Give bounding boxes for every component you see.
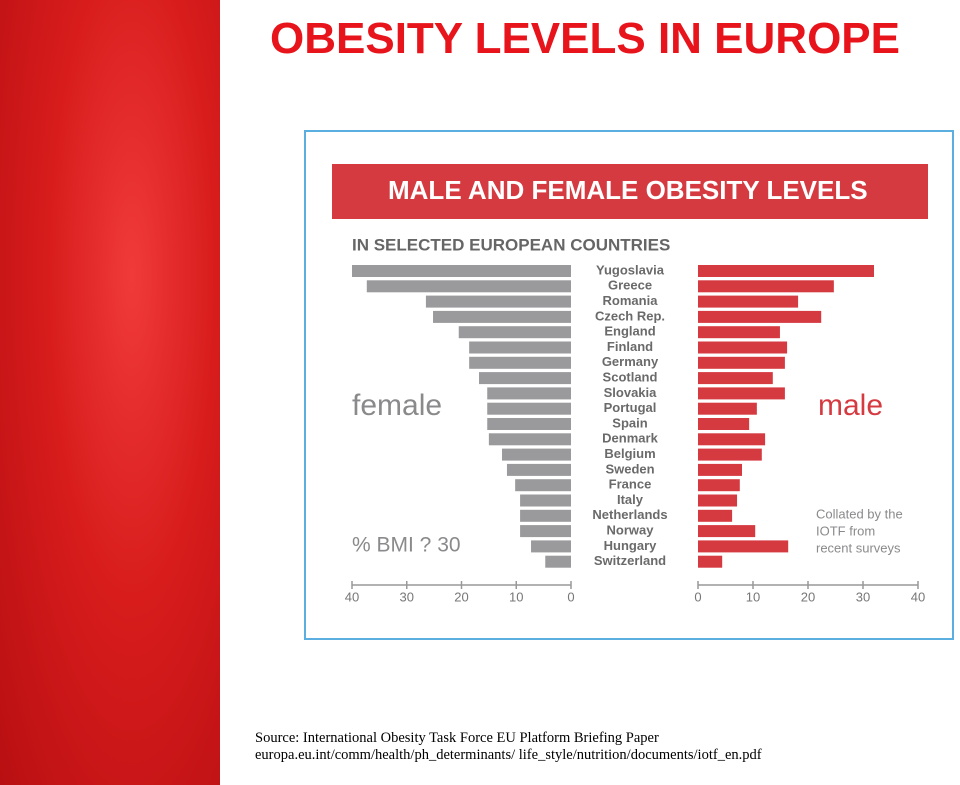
annotation: Collated by the xyxy=(816,506,903,521)
bar xyxy=(506,463,571,476)
bar xyxy=(698,494,738,507)
bar xyxy=(487,418,571,430)
x-tick-label: 20 xyxy=(801,589,815,604)
bar xyxy=(698,509,733,522)
bar xyxy=(698,479,740,492)
category-label: Czech Rep. xyxy=(595,308,665,323)
category-label: Netherlands xyxy=(592,507,667,522)
annotation: recent surveys xyxy=(816,540,901,555)
category-label: Portugal xyxy=(604,400,657,415)
bar xyxy=(433,310,571,323)
category-label: Finland xyxy=(607,339,653,354)
bar xyxy=(352,265,571,277)
bar xyxy=(698,280,834,293)
category-label: Spain xyxy=(612,415,647,430)
bar xyxy=(545,555,571,568)
x-tick-label: 10 xyxy=(509,589,523,604)
category-label: Norway xyxy=(607,523,655,538)
bar xyxy=(531,540,571,553)
x-tick-label: 30 xyxy=(400,589,414,604)
source-line: europa.eu.int/comm/health/ph_determinant… xyxy=(255,747,762,763)
category-label: France xyxy=(609,477,652,492)
bar xyxy=(698,402,757,415)
bar xyxy=(698,540,789,553)
category-label: Slovakia xyxy=(604,385,658,400)
category-label: Denmark xyxy=(602,431,658,446)
x-tick-label: 30 xyxy=(856,589,870,604)
bar xyxy=(487,402,571,415)
category-label: Italy xyxy=(617,492,644,507)
category-label: Belgium xyxy=(604,446,655,461)
bar xyxy=(458,326,571,339)
category-label: Greece xyxy=(608,278,652,293)
x-tick-label: 0 xyxy=(694,589,701,604)
category-label: England xyxy=(604,324,655,339)
bar xyxy=(698,341,788,354)
category-label: Hungary xyxy=(604,538,658,553)
bar xyxy=(698,448,762,461)
bar xyxy=(698,295,799,308)
category-label: Yugoslavia xyxy=(596,262,665,277)
bar xyxy=(698,387,785,400)
source-line: Source: International Obesity Task Force… xyxy=(255,730,659,746)
decorative-strip xyxy=(0,0,220,785)
bar xyxy=(698,433,766,446)
bar xyxy=(698,555,723,568)
bar xyxy=(520,494,571,507)
chart-subtitle: IN SELECTED EUROPEAN COUNTRIES xyxy=(352,235,670,254)
x-tick-label: 0 xyxy=(567,589,574,604)
bar xyxy=(698,418,750,430)
bar xyxy=(479,372,571,385)
slide-title: OBESITY LEVELS IN EUROPE xyxy=(270,14,900,63)
bar xyxy=(698,372,773,385)
bar xyxy=(469,341,571,354)
x-tick-label: 10 xyxy=(746,589,760,604)
bar xyxy=(425,295,571,308)
category-label: Scotland xyxy=(603,370,658,385)
x-tick-label: 20 xyxy=(454,589,468,604)
bar xyxy=(698,326,780,339)
source: Source: International Obesity Task Force… xyxy=(255,730,762,764)
bar xyxy=(520,509,571,522)
bar xyxy=(502,448,571,461)
axis-label: % BMI ? 30 xyxy=(352,534,461,557)
x-tick-label: 40 xyxy=(345,589,359,604)
bar xyxy=(488,433,571,446)
series-label: female xyxy=(352,389,442,422)
chart-banner xyxy=(332,164,928,219)
bar xyxy=(520,525,571,538)
annotation: IOTF from xyxy=(816,523,875,538)
bar xyxy=(698,310,822,323)
category-label: Switzerland xyxy=(594,553,666,568)
bar xyxy=(469,356,571,369)
bar xyxy=(366,280,571,293)
category-label: Sweden xyxy=(605,461,654,476)
chart-title: MALE AND FEMALE OBESITY LEVELS xyxy=(388,175,868,205)
bar xyxy=(515,479,571,492)
bar xyxy=(698,265,874,277)
category-label: Romania xyxy=(603,293,659,308)
category-label: Germany xyxy=(602,354,659,369)
series-label: male xyxy=(818,389,883,422)
bar xyxy=(487,387,571,400)
bar xyxy=(698,463,742,476)
bar xyxy=(698,525,756,538)
bar xyxy=(698,356,785,369)
x-tick-label: 40 xyxy=(911,589,925,604)
